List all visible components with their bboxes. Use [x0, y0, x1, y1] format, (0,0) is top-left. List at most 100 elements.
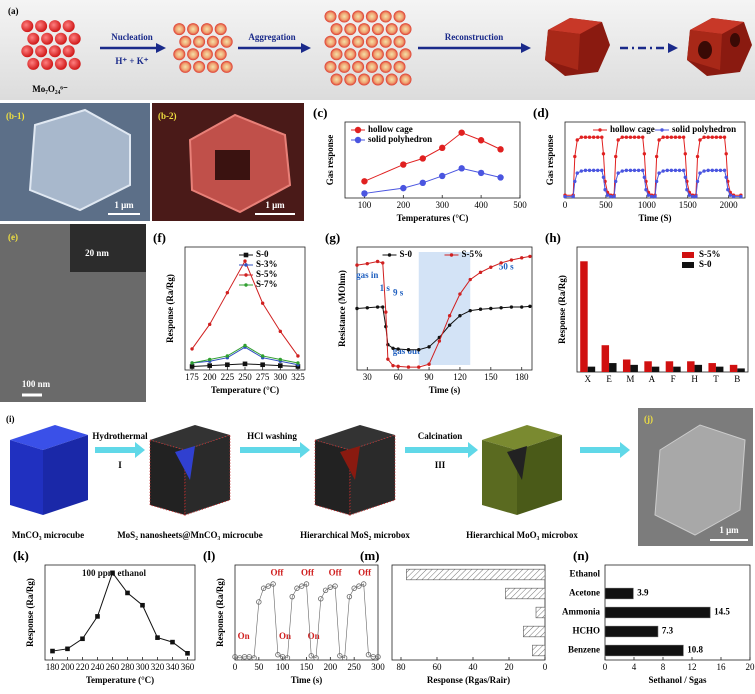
point — [628, 168, 633, 173]
point — [683, 175, 687, 179]
point — [669, 135, 674, 139]
y-axis-label: Resistance (MOhm) — [337, 270, 347, 347]
sphere — [179, 35, 192, 48]
point — [355, 263, 359, 267]
plot-frame — [344, 121, 521, 199]
point — [419, 179, 426, 186]
sphere — [393, 35, 406, 48]
bar — [406, 568, 546, 581]
category-label: Ammonia — [562, 607, 600, 617]
x-tick-label: 120 — [453, 372, 467, 382]
legend-swatch — [682, 262, 694, 268]
point — [587, 168, 592, 173]
x-tick-label: 100 — [276, 662, 290, 672]
point — [591, 135, 596, 139]
bar — [630, 364, 638, 372]
point — [458, 165, 465, 172]
point — [690, 194, 695, 199]
point — [260, 362, 265, 368]
point — [384, 310, 388, 314]
panel-label: (c) — [313, 105, 327, 120]
point — [575, 171, 579, 175]
bar — [665, 361, 674, 372]
x-tick-label: 0 — [543, 662, 548, 672]
step-label: HCl washing — [247, 431, 297, 441]
point — [695, 154, 700, 159]
sphere — [35, 45, 48, 58]
sphere — [330, 48, 343, 61]
step-label: Nucleation — [111, 32, 153, 42]
point — [190, 347, 194, 351]
sphere — [352, 10, 365, 23]
point — [361, 190, 368, 197]
legend-label: solid polyhedron — [672, 124, 736, 134]
x-tick-label: 175 — [185, 372, 199, 382]
sphere — [200, 48, 213, 61]
sphere — [379, 35, 392, 48]
x-tick-label: 280 — [121, 662, 135, 672]
x-tick-label: 260 — [106, 662, 120, 672]
sphere — [399, 23, 412, 36]
annotation: gas out — [393, 346, 420, 356]
point — [400, 184, 407, 192]
annotation: 50 s — [499, 261, 514, 271]
sphere — [385, 23, 398, 36]
x-tick-label: M — [626, 374, 634, 384]
point — [528, 254, 532, 259]
bar — [604, 644, 684, 657]
sphere — [68, 57, 81, 70]
panel-label: (b-2) — [158, 111, 177, 121]
point — [605, 193, 610, 197]
point — [478, 270, 483, 275]
bar — [737, 368, 745, 372]
point — [289, 593, 295, 600]
x-tick-label: 150 — [300, 662, 314, 672]
point — [489, 265, 493, 269]
point — [653, 194, 657, 199]
legend-marker — [387, 253, 392, 257]
series-line — [565, 169, 741, 198]
bar — [604, 625, 659, 638]
y-axis-label: Gas response — [545, 135, 555, 186]
sphere — [200, 23, 213, 36]
sphere — [379, 10, 392, 23]
point — [275, 652, 281, 658]
point — [477, 169, 485, 177]
annotation: Off — [270, 568, 284, 578]
point — [386, 342, 390, 347]
point — [499, 306, 503, 310]
point — [624, 135, 629, 139]
step-number: I — [118, 460, 122, 470]
sphere — [352, 60, 365, 73]
x-tick-label: B — [734, 374, 740, 384]
sphere — [41, 32, 54, 45]
point — [477, 137, 485, 144]
point — [296, 354, 300, 358]
x-tick-label: 60 — [394, 372, 404, 382]
point — [646, 193, 651, 197]
point — [170, 639, 175, 645]
x-tick-label: 220 — [76, 662, 90, 672]
sphere — [187, 23, 200, 36]
point — [722, 135, 727, 139]
bar — [532, 644, 546, 657]
point — [242, 361, 248, 367]
point — [439, 144, 446, 152]
sphere — [379, 60, 392, 73]
x-axis-label: Response (Rgas/Rair) — [427, 675, 510, 685]
point — [661, 135, 665, 139]
legend-marker — [244, 273, 248, 277]
point — [620, 135, 624, 139]
point — [600, 168, 604, 173]
annotation: 9 s — [393, 287, 404, 297]
point — [563, 194, 567, 199]
sphere — [385, 48, 398, 61]
point — [299, 583, 305, 589]
panel-label: (e) — [8, 232, 18, 242]
y-axis-label: Response (Ra/Rg) — [557, 275, 567, 344]
sphere — [358, 48, 371, 61]
point — [125, 590, 130, 596]
point — [341, 655, 348, 661]
x-tick-label: 300 — [371, 662, 385, 672]
point — [714, 135, 719, 139]
